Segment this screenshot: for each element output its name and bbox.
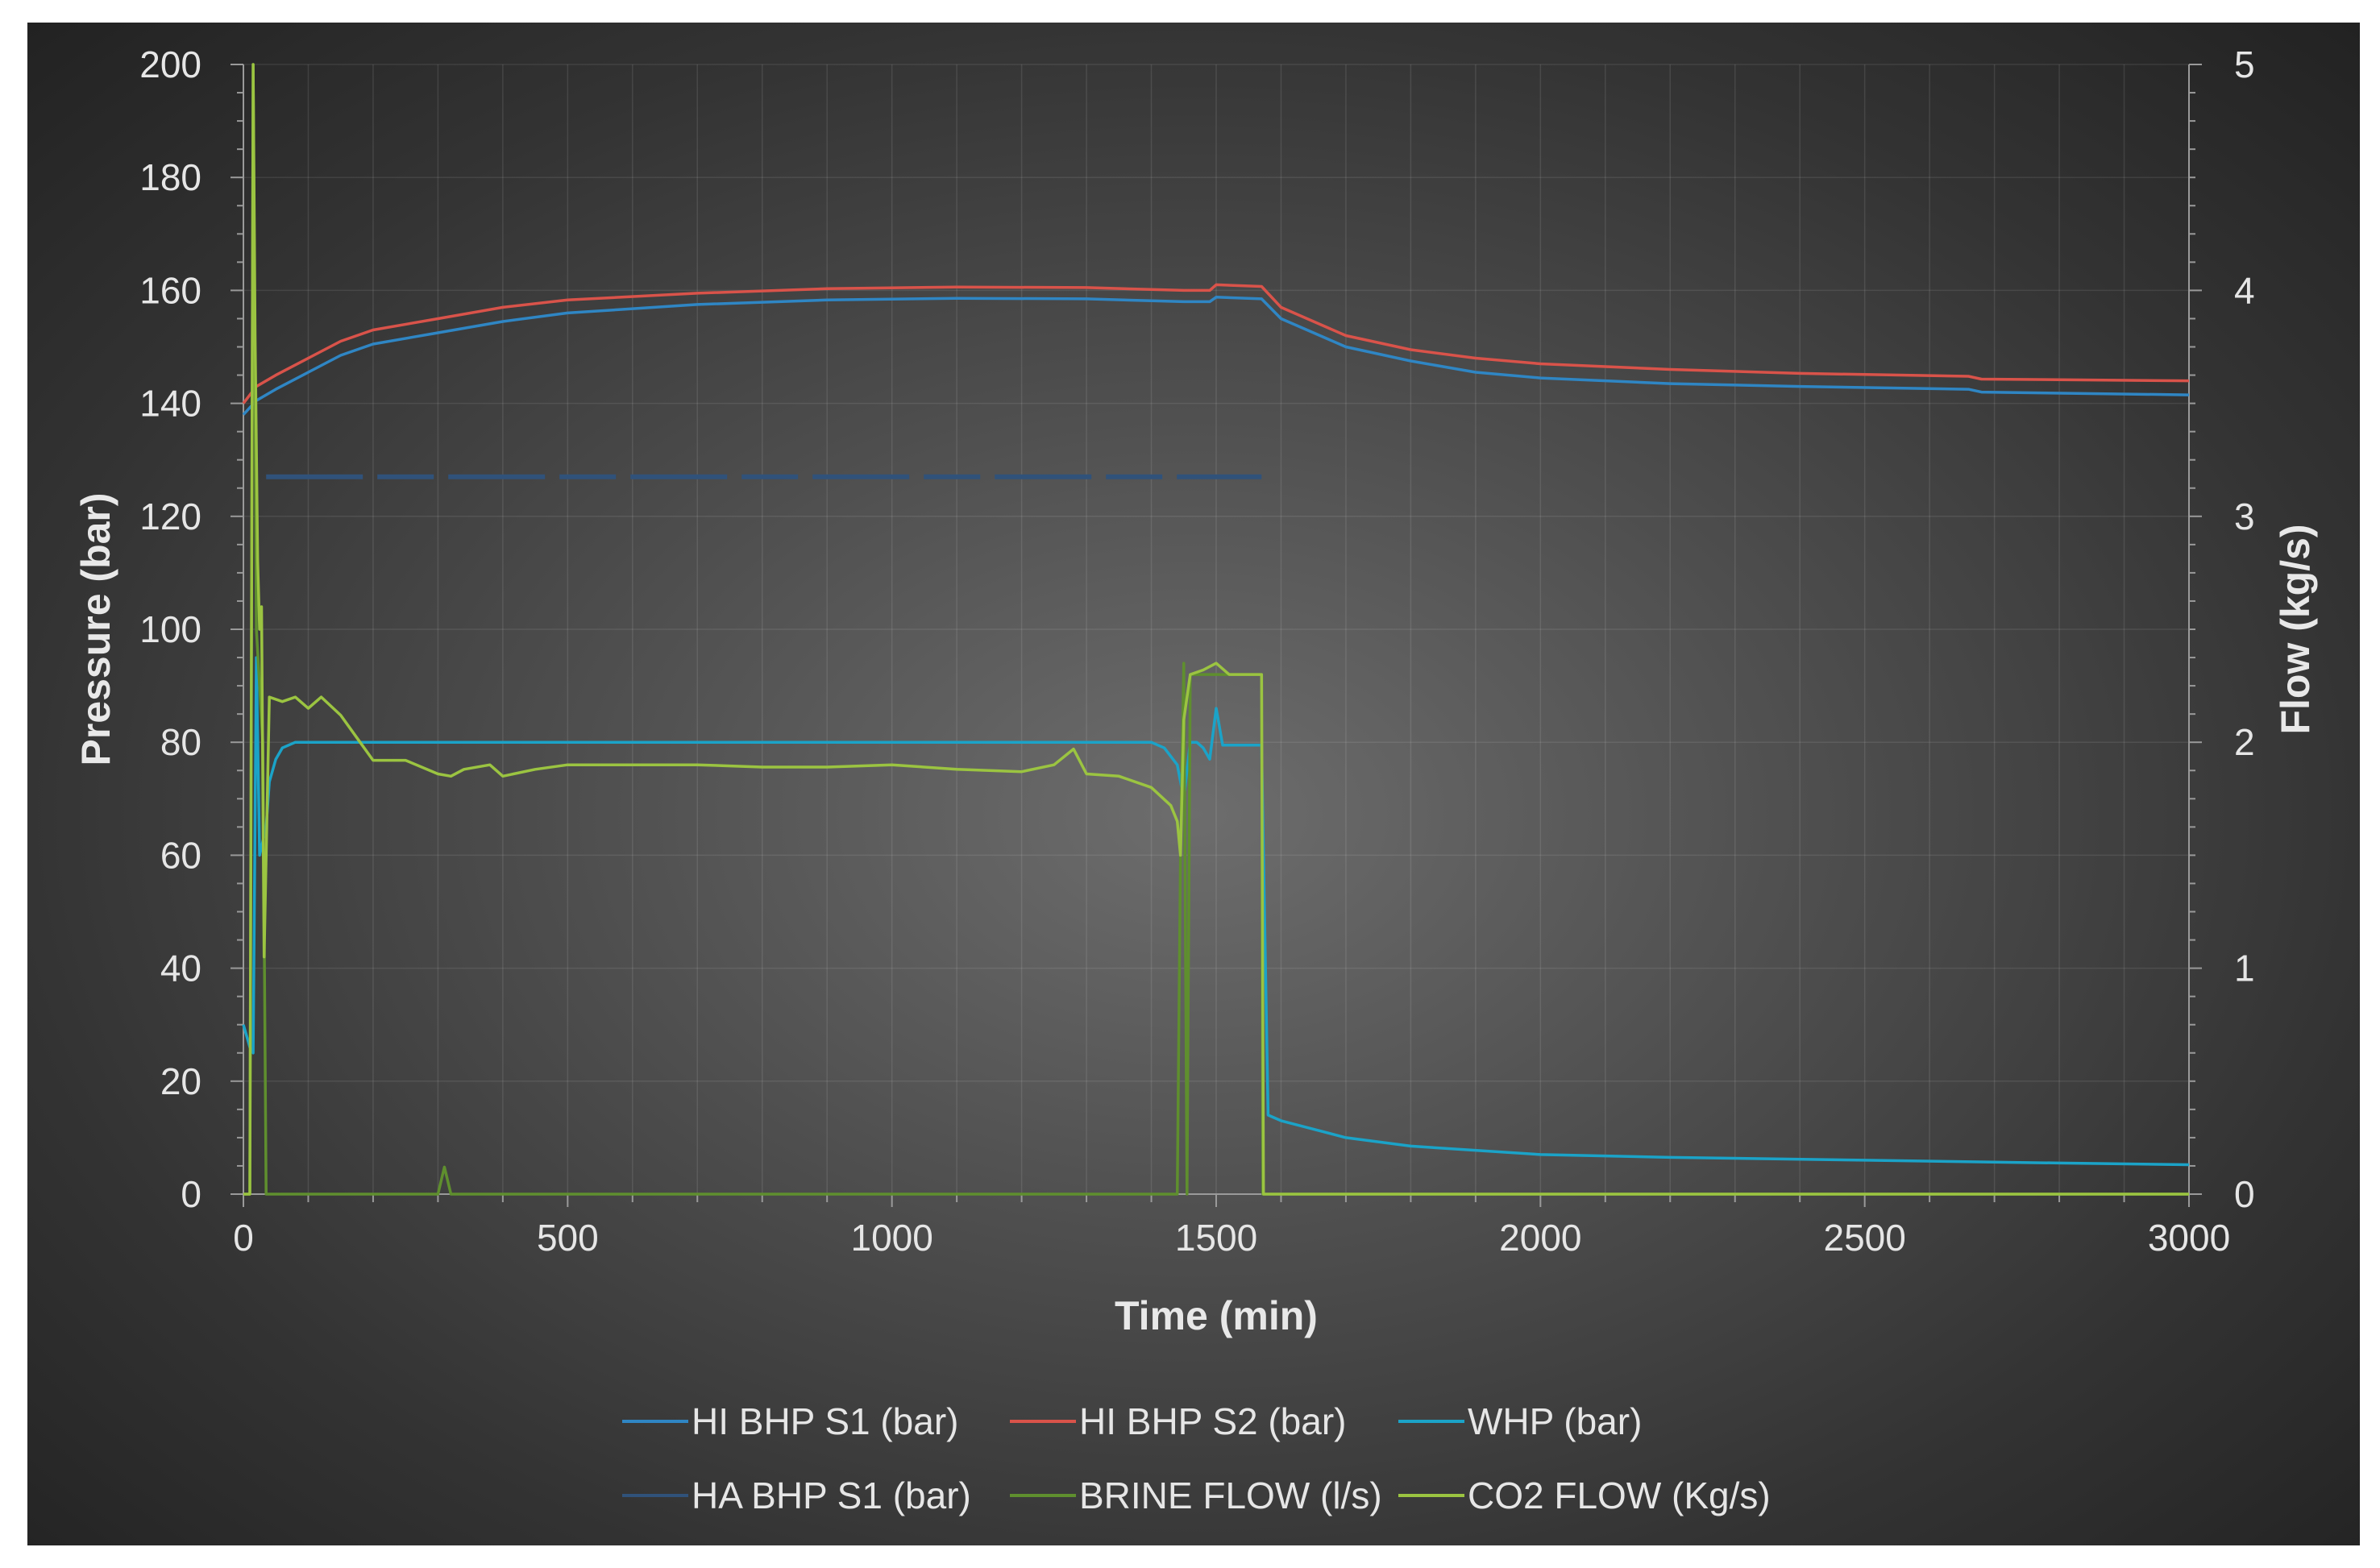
- y-tick-label: 140: [139, 383, 201, 425]
- x-tick-label: 2500: [1823, 1217, 1905, 1259]
- y-axis-title: Pressure (bar): [73, 492, 118, 765]
- y2-tick-label: 4: [2234, 269, 2255, 311]
- legend-label: CO2 FLOW (Kg/s): [1468, 1475, 1771, 1516]
- x-tick-label: 0: [233, 1217, 254, 1259]
- y-tick-label: 0: [181, 1173, 201, 1215]
- y-tick-label: 160: [139, 269, 201, 311]
- y2-tick-label: 3: [2234, 496, 2255, 537]
- legend-label: HA BHP S1 (bar): [692, 1475, 971, 1516]
- y-tick-label: 60: [160, 834, 201, 876]
- y2-tick-label: 5: [2234, 44, 2255, 85]
- y-tick-label: 120: [139, 496, 201, 537]
- legend-label: HI BHP S2 (bar): [1079, 1400, 1346, 1442]
- series-line-5: [243, 63, 2189, 1196]
- series-line-1: [242, 283, 2190, 404]
- x-tick-label: 3000: [2148, 1217, 2230, 1259]
- legend-label: BRINE FLOW (l/s): [1079, 1475, 1382, 1516]
- legend-label: WHP (bar): [1468, 1400, 1642, 1442]
- tick-labels: 0 500 1000 1500 2000 2500 30000204060801001201…: [139, 44, 2254, 1259]
- x-tick-label: 1500: [1175, 1217, 1257, 1259]
- series-line-0: [242, 296, 2190, 416]
- legend-label: HI BHP S1 (bar): [692, 1400, 958, 1442]
- y-tick-label: 80: [160, 721, 201, 763]
- y-tick-label: 100: [139, 608, 201, 650]
- x-tick-label: 500: [537, 1217, 599, 1259]
- x-tick-label: 1000: [850, 1217, 932, 1259]
- y2-tick-label: 2: [2234, 721, 2255, 763]
- series-line-4: [243, 63, 2189, 1196]
- y-tick-label: 180: [139, 156, 201, 198]
- x-axis-title: Time (min): [1115, 1293, 1318, 1338]
- y2-axis-title: Flow (kg/s): [2273, 524, 2318, 734]
- y-tick-label: 40: [160, 948, 201, 989]
- x-tick-label: 2000: [1499, 1217, 1581, 1259]
- chart-background: [27, 23, 2360, 1545]
- legend: HI BHP S1 (bar) HI BHP S2 (bar) WHP (bar) H…: [622, 1400, 1771, 1516]
- y2-tick-label: 0: [2234, 1173, 2255, 1215]
- series: [242, 63, 2190, 1196]
- y2-tick-label: 1: [2234, 948, 2255, 989]
- y-tick-label: 20: [160, 1060, 201, 1102]
- gridlines: [243, 64, 2189, 1194]
- y-tick-label: 200: [139, 44, 201, 85]
